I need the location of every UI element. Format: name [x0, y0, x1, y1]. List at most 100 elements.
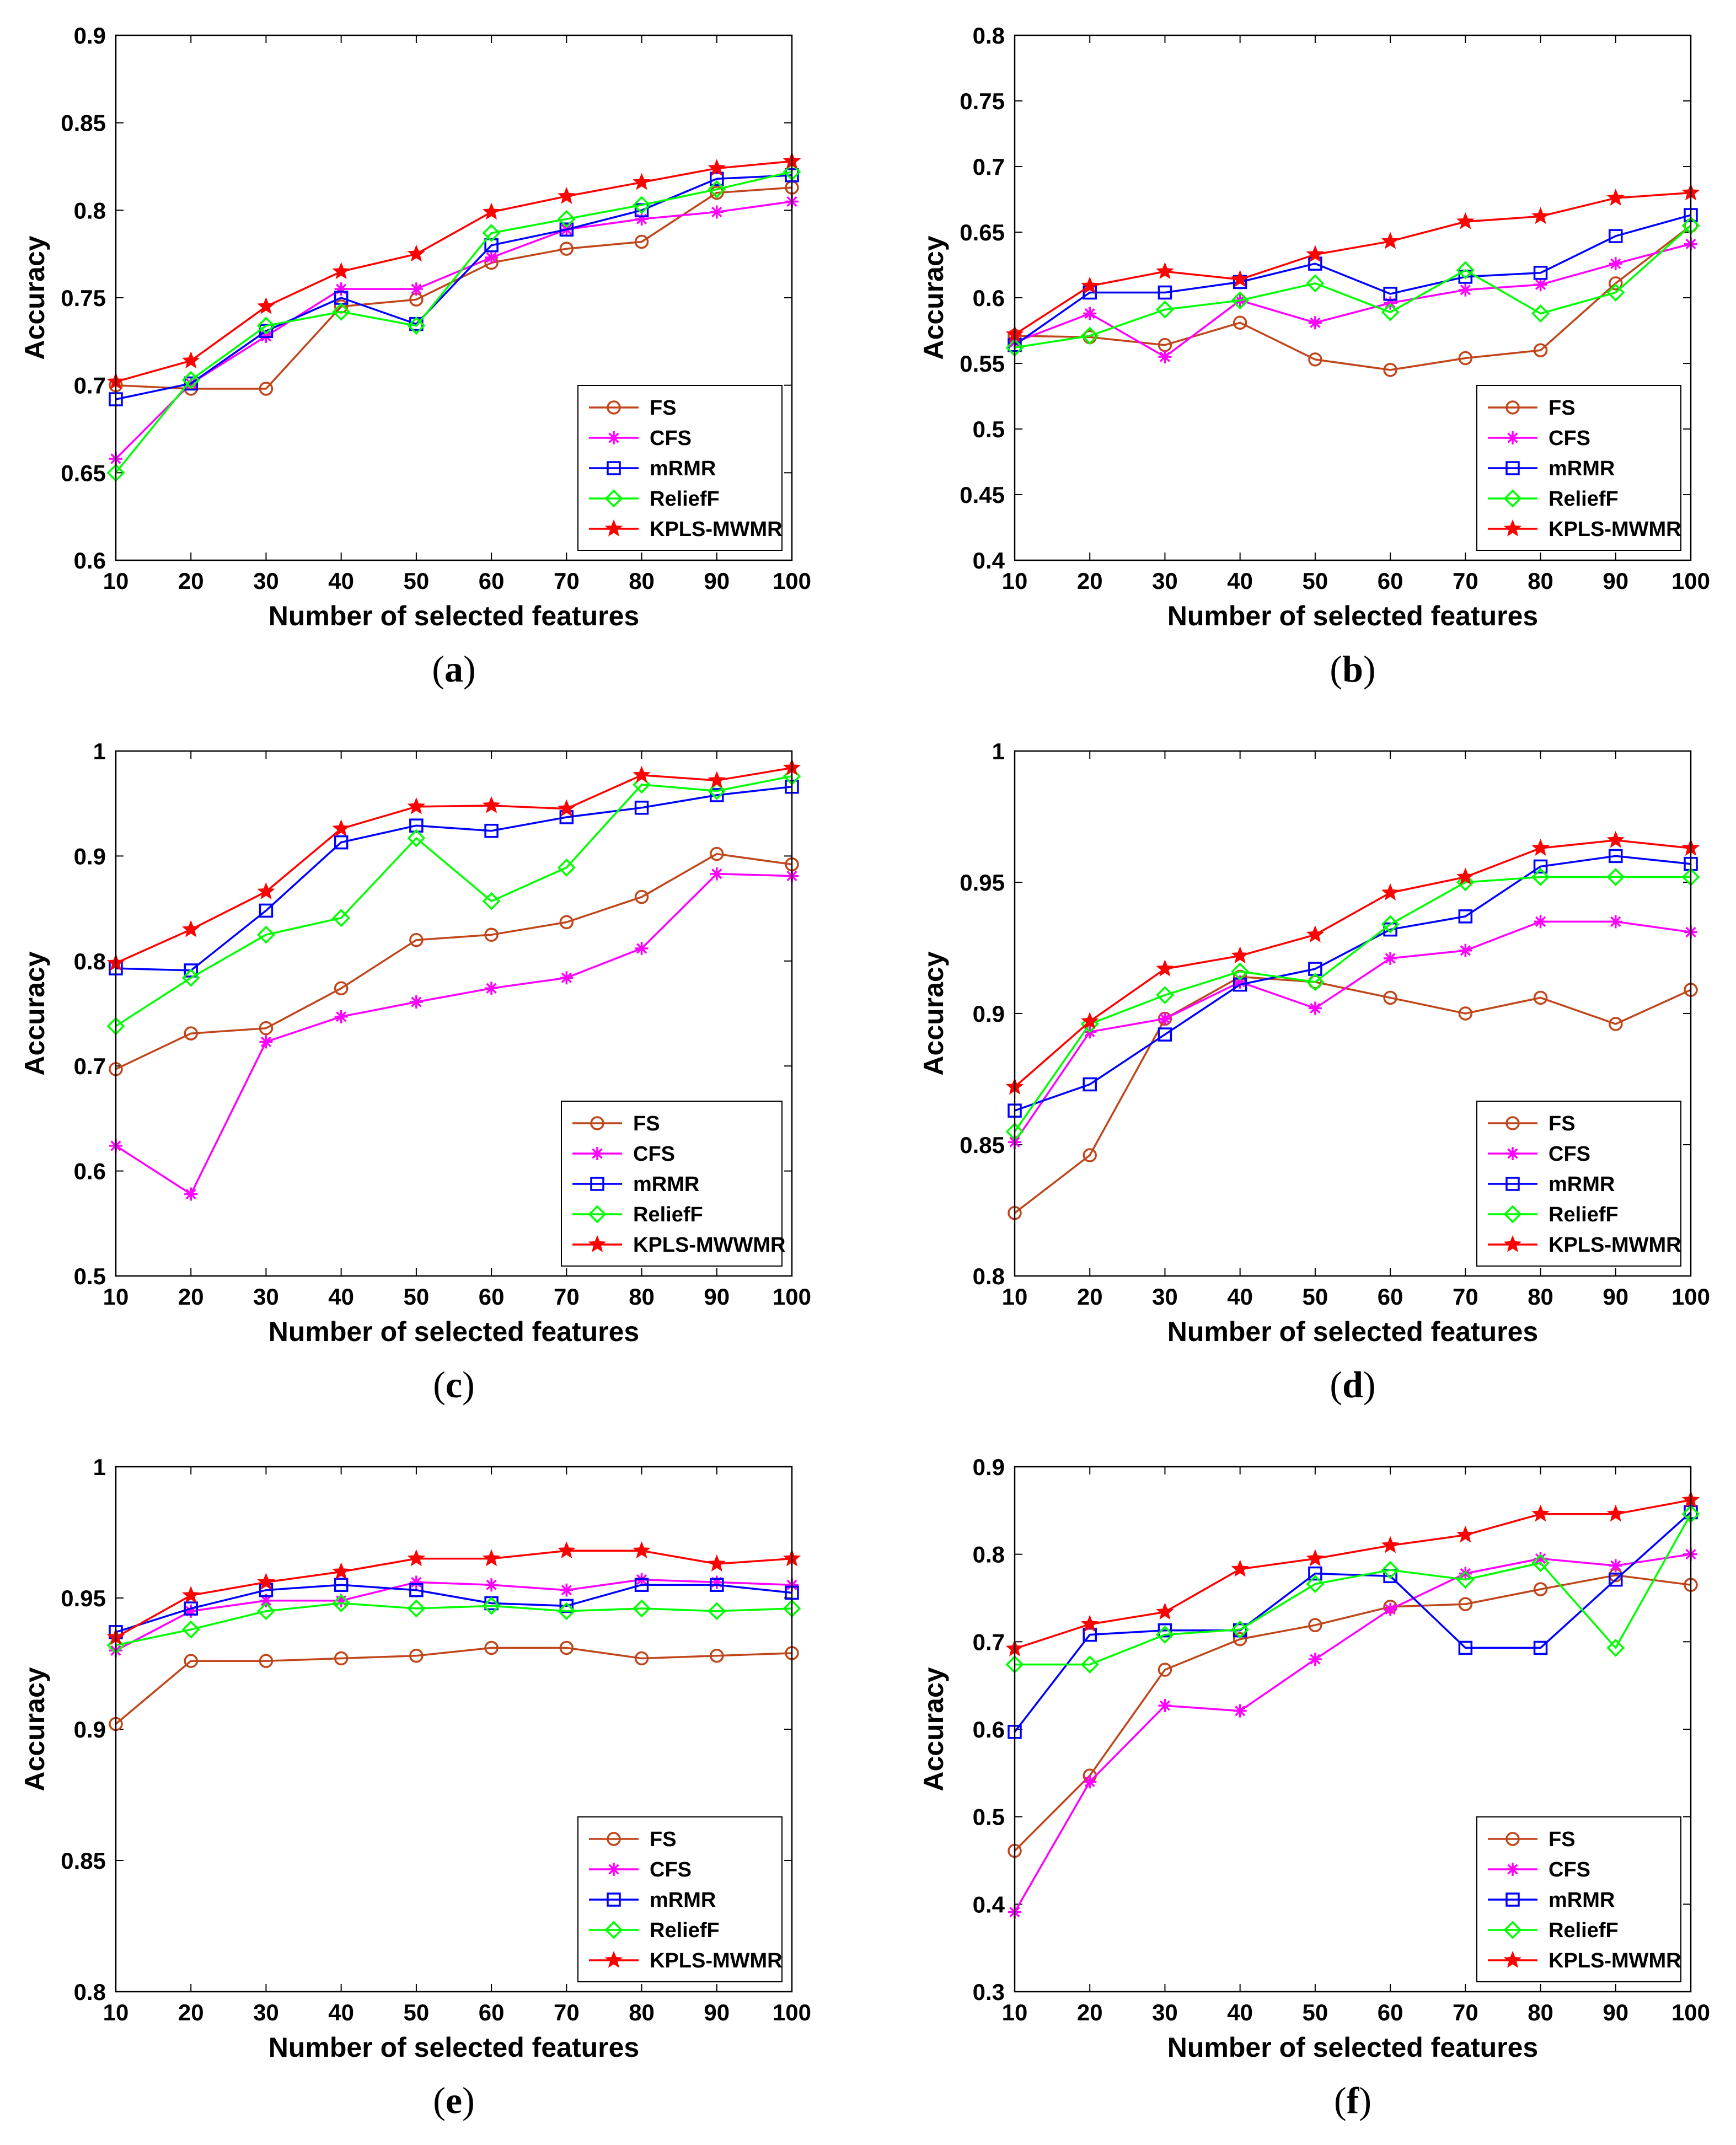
- legend-marker: [604, 1950, 623, 1968]
- legend-marker: [604, 1921, 623, 1939]
- data-point: [1156, 1602, 1174, 1620]
- data-point: [708, 781, 726, 800]
- data-point: [332, 909, 351, 927]
- series-line: [1014, 191, 1691, 336]
- x-tick-label: 100: [773, 568, 811, 594]
- x-tick-label: 70: [554, 1999, 580, 2025]
- y-tick-label: 0.5: [74, 1263, 106, 1289]
- x-tick-label: 60: [479, 1999, 505, 2025]
- data-point: [708, 1602, 726, 1621]
- y-tick-label: 0.7: [74, 373, 106, 399]
- data-point: [181, 968, 200, 987]
- legend-marker: [607, 400, 621, 415]
- data-point: [1533, 990, 1548, 1005]
- data-point: [1231, 1620, 1250, 1639]
- data-point: [1609, 1017, 1623, 1031]
- data-point: [407, 1599, 426, 1618]
- data-point: [1308, 1001, 1322, 1015]
- legend-label: KPLS-MWMR: [650, 518, 783, 541]
- data-point: [482, 1549, 501, 1567]
- x-tick-label: 40: [1227, 568, 1253, 594]
- data-point: [1531, 839, 1550, 856]
- data-point: [1083, 1077, 1097, 1092]
- legend-label: mRMR: [650, 457, 716, 480]
- x-tick-label: 10: [1002, 568, 1028, 594]
- series-line: [1014, 1574, 1691, 1852]
- series-line: [1014, 224, 1692, 349]
- x-tick-label: 80: [1528, 568, 1553, 594]
- data-point: [409, 932, 424, 947]
- legend-marker: [590, 1177, 604, 1191]
- x-tick-label: 10: [103, 568, 129, 594]
- x-tick-label: 30: [1152, 1999, 1178, 2025]
- legend-label: mRMR: [1549, 1889, 1615, 1912]
- data-point: [184, 963, 198, 978]
- data-point: [484, 823, 499, 838]
- series-line: [1014, 855, 1691, 1112]
- x-tick-label: 30: [253, 1999, 279, 2025]
- data-point: [1459, 1567, 1472, 1580]
- data-point: [1155, 300, 1174, 319]
- data-point: [634, 234, 649, 249]
- series-line: [1014, 224, 1692, 371]
- x-tick-label: 60: [1378, 1284, 1403, 1310]
- data-point: [557, 858, 576, 877]
- x-tick-label: 90: [1603, 1999, 1628, 2025]
- legend-label: mRMR: [1549, 457, 1615, 480]
- y-tick-label: 0.8: [973, 23, 1005, 49]
- data-point: [1083, 1775, 1097, 1789]
- y-tick-label: 0.4: [973, 1891, 1005, 1917]
- data-point: [1081, 1615, 1099, 1632]
- y-tick-label: 0.75: [61, 285, 106, 311]
- legend-marker: [1506, 1147, 1519, 1160]
- data-point: [708, 180, 726, 199]
- legend-label: CFS: [650, 427, 692, 450]
- y-tick-label: 0.8: [74, 948, 106, 974]
- y-tick-label: 0.9: [973, 1001, 1005, 1027]
- series-fs: [109, 180, 799, 396]
- x-axis-title: Number of selected features: [1167, 1316, 1538, 1347]
- data-point: [259, 1035, 273, 1049]
- legend-marker: [607, 1892, 621, 1907]
- data-point: [1533, 1640, 1548, 1655]
- y-tick-label: 0.55: [960, 351, 1005, 377]
- legend-marker: [590, 1116, 604, 1130]
- data-point: [1231, 946, 1249, 964]
- data-point: [256, 317, 275, 335]
- data-point: [1083, 1627, 1097, 1642]
- legend-marker: [604, 519, 623, 537]
- legend-marker: [591, 1147, 604, 1160]
- y-tick-label: 0.6: [973, 285, 1005, 311]
- x-axis-title: Number of selected features: [1167, 600, 1538, 631]
- data-point: [1233, 315, 1247, 330]
- data-point: [1609, 1572, 1623, 1587]
- data-point: [1384, 296, 1397, 310]
- x-tick-label: 70: [554, 568, 580, 594]
- data-point: [1531, 868, 1550, 886]
- data-point: [633, 1599, 651, 1618]
- y-tick-label: 0.7: [973, 154, 1005, 180]
- x-tick-label: 90: [704, 1999, 730, 2025]
- y-tick-label: 0.95: [61, 1585, 106, 1611]
- legend-marker: [607, 461, 621, 475]
- data-point: [635, 941, 649, 955]
- data-point: [259, 1654, 274, 1668]
- x-tick-label: 90: [1603, 568, 1628, 594]
- y-tick-label: 0.85: [61, 110, 106, 136]
- data-point: [1231, 962, 1250, 981]
- chart-panel-a: 10 20 30 40 50 60 70 80 90 100 0.6 0.65 0.7 0.75 0.8 0.…: [19, 23, 811, 690]
- x-tick-label: 90: [1603, 1284, 1628, 1310]
- y-tick-label: 0.85: [960, 1132, 1005, 1158]
- axes-frame: [1014, 1466, 1692, 1993]
- data-point: [485, 982, 499, 995]
- data-point: [1606, 1638, 1625, 1657]
- data-point: [332, 302, 351, 321]
- data-point: [334, 835, 349, 850]
- data-point: [1531, 1554, 1550, 1573]
- data-point: [1458, 909, 1473, 924]
- data-point: [1458, 1597, 1473, 1611]
- y-axis-title: Accuracy: [19, 951, 50, 1075]
- chart-panel-b: 10 20 30 40 50 60 70 80 90 100 0.4 0.45 0.5 0.55 0.6 0.…: [918, 23, 1710, 690]
- series-line: [1014, 839, 1691, 1088]
- series-line: [115, 200, 792, 460]
